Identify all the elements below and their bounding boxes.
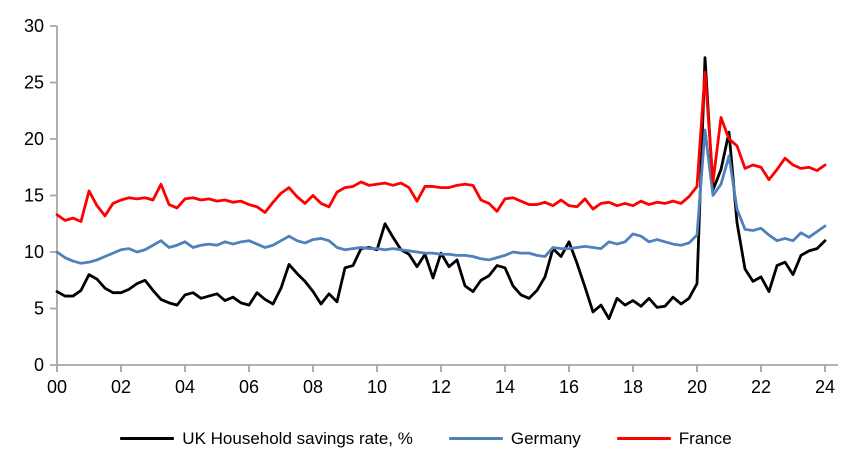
x-tick-label: 22	[751, 377, 771, 397]
uk-legend-label: UK Household savings rate, %	[182, 429, 413, 448]
x-tick-label: 20	[687, 377, 707, 397]
legend-item-france: France	[616, 429, 732, 448]
x-tick-label: 04	[175, 377, 195, 397]
x-tick-label: 06	[239, 377, 259, 397]
france-legend-label: France	[678, 429, 732, 448]
x-tick-label: 02	[111, 377, 131, 397]
line-chart-canvas: 0 5 10 15 20 25 30 00 02 04 06 08 10 12 14 16 18 20 22 24	[24, 16, 838, 397]
x-tick-label: 16	[559, 377, 579, 397]
y-tick-label: 25	[24, 73, 44, 93]
y-tick-label: 10	[24, 242, 44, 262]
x-tick-label: 08	[303, 377, 323, 397]
germany-line-swatch	[448, 437, 503, 440]
chart-area: 0 5 10 15 20 25 30 00 02 04 06 08 10 12 14 16 18 20 22 24	[24, 16, 838, 397]
chart-legend: UK Household savings rate, % Germany Fra…	[0, 430, 852, 447]
x-tick-label: 12	[431, 377, 451, 397]
x-tick-label: 10	[367, 377, 387, 397]
legend-item-uk: UK Household savings rate, %	[120, 430, 413, 447]
y-tick-label: 30	[24, 16, 44, 36]
y-tick-label: 15	[24, 186, 44, 206]
uk-line-swatch	[120, 437, 175, 440]
france-line-swatch	[616, 437, 671, 440]
germany-legend-label: Germany	[510, 429, 581, 448]
series-line-germany	[55, 128, 827, 265]
legend-item-germany: Germany	[448, 429, 581, 448]
y-tick-label: 0	[34, 355, 44, 375]
x-tick-label: 14	[495, 377, 515, 397]
x-tick-label: 18	[623, 377, 643, 397]
x-tick-label: 24	[815, 377, 835, 397]
series-line-france	[55, 70, 827, 223]
x-tick-label: 00	[47, 377, 67, 397]
y-tick-label: 5	[34, 299, 44, 319]
y-tick-label: 20	[24, 129, 44, 149]
